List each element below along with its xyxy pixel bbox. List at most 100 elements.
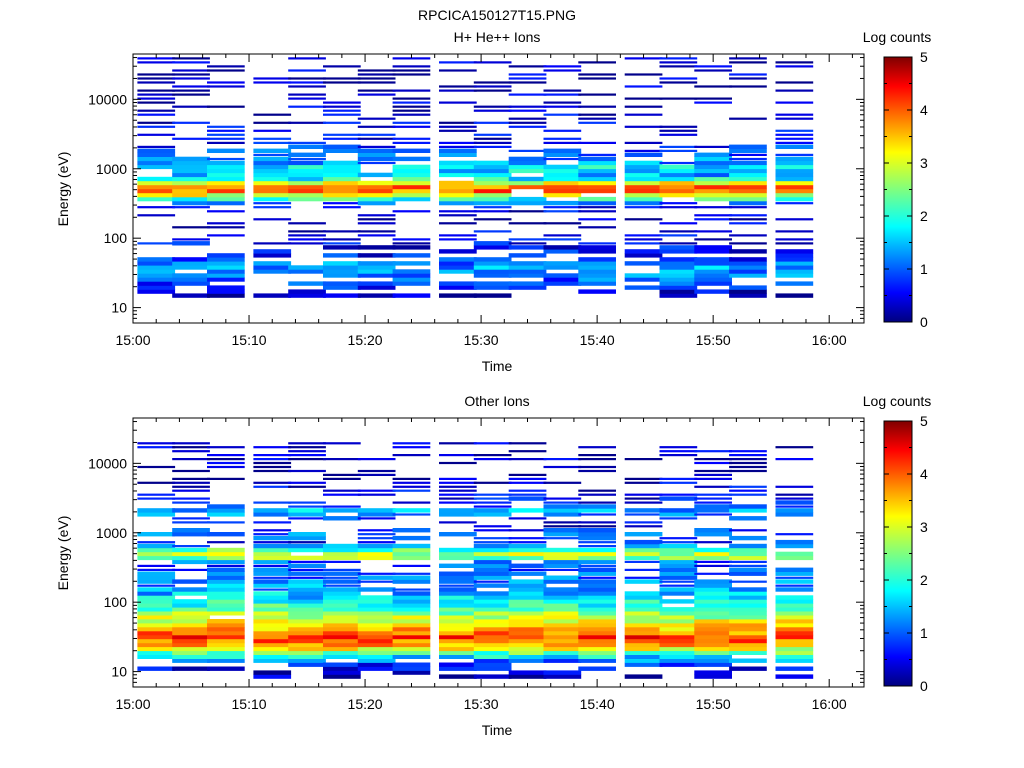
heatmap-cell	[288, 242, 326, 245]
heatmap-cell	[543, 595, 582, 600]
heatmap-cell	[172, 241, 210, 246]
heatmap-cell	[578, 489, 616, 492]
heatmap-cell	[357, 137, 396, 140]
heatmap-cell	[775, 133, 814, 136]
heatmap-cell	[729, 516, 767, 521]
heatmap-cell	[659, 446, 698, 449]
heatmap-cell	[729, 560, 767, 563]
heatmap-cell	[508, 517, 547, 520]
panel-1-colorbar	[883, 56, 913, 323]
heatmap-cell	[253, 113, 292, 116]
heatmap-cell	[473, 257, 512, 262]
heatmap-cell	[439, 89, 477, 92]
heatmap-cell	[357, 543, 396, 549]
heatmap-cell	[578, 113, 616, 116]
colorbar-tick-label: 4	[920, 466, 928, 482]
heatmap-cell	[694, 615, 732, 620]
heatmap-cell	[357, 218, 396, 221]
heatmap-cell	[775, 141, 814, 144]
heatmap-cell	[578, 666, 616, 671]
heatmap-cell	[323, 172, 361, 178]
heatmap-cell	[508, 551, 547, 557]
panel-2-plot-frame	[132, 417, 865, 688]
heatmap-cell	[473, 109, 512, 112]
heatmap-cell	[137, 575, 176, 580]
heatmap-cell	[357, 281, 396, 286]
heatmap-cell	[729, 168, 767, 174]
heatmap-cell	[508, 489, 547, 492]
heatmap-cell	[473, 638, 512, 644]
heatmap-cell	[578, 654, 616, 659]
heatmap-cell	[508, 619, 547, 624]
heatmap-cell	[323, 285, 361, 290]
heatmap-cell	[578, 493, 616, 496]
heatmap-cell	[473, 595, 512, 600]
heatmap-cell	[624, 658, 663, 663]
heatmap-cell	[288, 658, 326, 663]
heatmap-cell	[508, 541, 547, 544]
panel-2-colorbar	[883, 420, 913, 687]
heatmap-cell	[357, 192, 396, 198]
heatmap-cell	[508, 634, 547, 640]
heatmap-cell	[357, 93, 396, 96]
heatmap-cell	[578, 446, 616, 449]
heatmap-cell	[694, 508, 732, 513]
heatmap-cell	[694, 188, 732, 194]
heatmap-cell	[729, 454, 767, 457]
heatmap-cell	[473, 619, 512, 624]
heatmap-cell	[253, 646, 292, 652]
heatmap-cell	[253, 176, 292, 182]
heatmap-cell	[392, 547, 431, 553]
heatmap-cell	[172, 69, 210, 72]
heatmap-cell	[578, 622, 616, 628]
heatmap-cell	[659, 587, 698, 592]
heatmap-cell	[543, 630, 582, 636]
y-tick-label: 100	[104, 230, 128, 246]
heatmap-cell	[392, 180, 431, 186]
heatmap-cell	[543, 277, 582, 282]
heatmap-cell	[207, 234, 245, 237]
heatmap-cell	[207, 559, 245, 565]
heatmap-cell	[775, 188, 814, 194]
heatmap-cell	[694, 619, 732, 624]
heatmap-cell	[137, 638, 176, 644]
heatmap-cell	[439, 160, 477, 166]
heatmap-cell	[578, 532, 616, 537]
heatmap-cell	[473, 567, 512, 572]
heatmap-cell	[473, 281, 512, 286]
heatmap-cell	[392, 442, 431, 445]
heatmap-cell	[172, 626, 210, 632]
heatmap-cell	[729, 285, 767, 290]
heatmap-cell	[775, 184, 814, 190]
heatmap-cell	[253, 630, 292, 636]
heatmap-cell	[775, 156, 814, 162]
panel-other-ions: Other Ions 15:00 15:10 15:20 15:30 15:40 15:5…	[55, 393, 931, 738]
heatmap-cell	[624, 200, 663, 206]
heatmap-cell	[659, 555, 698, 561]
heatmap-cell	[439, 125, 477, 128]
heatmap-cell	[172, 607, 210, 612]
heatmap-cell	[543, 497, 582, 500]
heatmap-cell	[323, 662, 361, 667]
heatmap-cell	[439, 172, 477, 178]
heatmap-cell	[323, 109, 361, 112]
heatmap-cell	[729, 508, 767, 513]
heatmap-cell	[578, 93, 616, 96]
heatmap-cell	[624, 508, 663, 513]
heatmap-cell	[207, 626, 245, 632]
heatmap-cell	[439, 630, 477, 636]
heatmap-cell	[392, 73, 431, 76]
heatmap-cell	[323, 105, 361, 108]
heatmap-cell	[543, 129, 582, 132]
heatmap-cell	[624, 603, 663, 608]
heatmap-cell	[207, 277, 245, 282]
heatmap-cell	[253, 611, 292, 616]
heatmap-cell	[137, 595, 176, 600]
heatmap-cell	[694, 206, 732, 209]
heatmap-cell	[172, 257, 210, 262]
heatmap-cell	[578, 564, 616, 567]
heatmap-cell	[473, 541, 512, 544]
heatmap-cell	[439, 61, 477, 64]
heatmap-cell	[172, 61, 210, 64]
heatmap-cell	[357, 180, 396, 186]
